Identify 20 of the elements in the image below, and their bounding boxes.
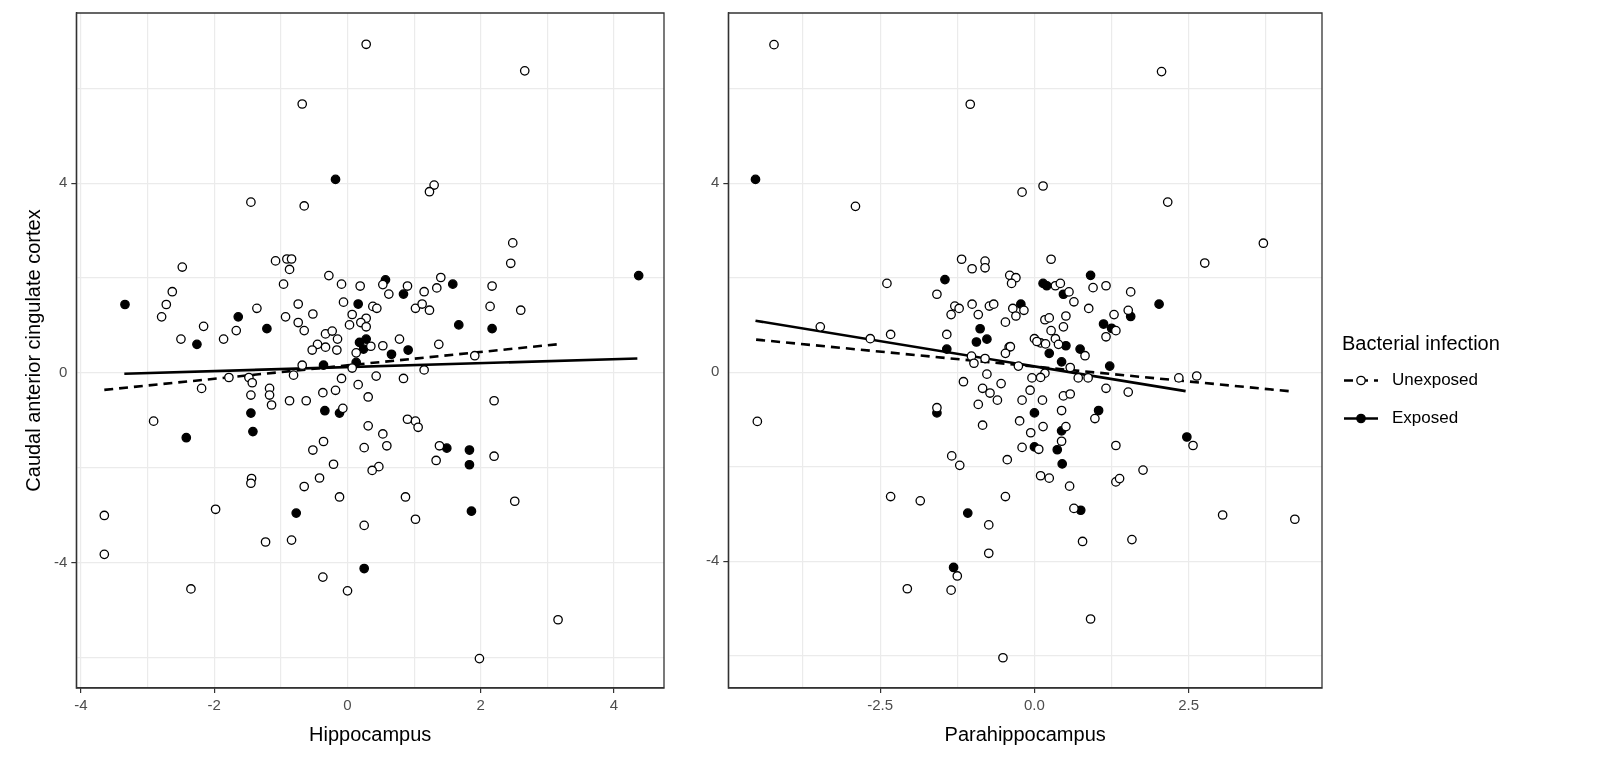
x-tick-label: -4 (74, 696, 88, 714)
x-axis-title: Hippocampus (309, 722, 432, 745)
x-tick-label: 0 (343, 696, 352, 714)
y-tick-label: -4 (53, 552, 68, 570)
y-tick-label: 0 (58, 362, 68, 380)
x-tick-label: 2 (476, 696, 485, 714)
legend-label: Exposed (1392, 408, 1459, 428)
y-tick-label: 0 (710, 362, 720, 380)
x-tick-label: -2.5 (867, 696, 894, 714)
x-tick-label: 2.5 (1178, 696, 1200, 714)
y-tick-label: -4 (705, 551, 720, 569)
x-tick-label: -2 (207, 696, 221, 714)
x-tick-label: 4 (609, 696, 619, 714)
y-tick-label: 4 (58, 173, 68, 191)
legend-title: Bacterial infection (1342, 332, 1500, 355)
y-axis-title: Caudal anterior cingulate cortex (21, 209, 44, 492)
x-tick-label: 0.0 (1024, 696, 1045, 714)
x-axis-title: Parahippocampus (944, 722, 1106, 745)
legend-label: Unexposed (1392, 370, 1479, 390)
y-tick-label: 4 (710, 173, 720, 191)
